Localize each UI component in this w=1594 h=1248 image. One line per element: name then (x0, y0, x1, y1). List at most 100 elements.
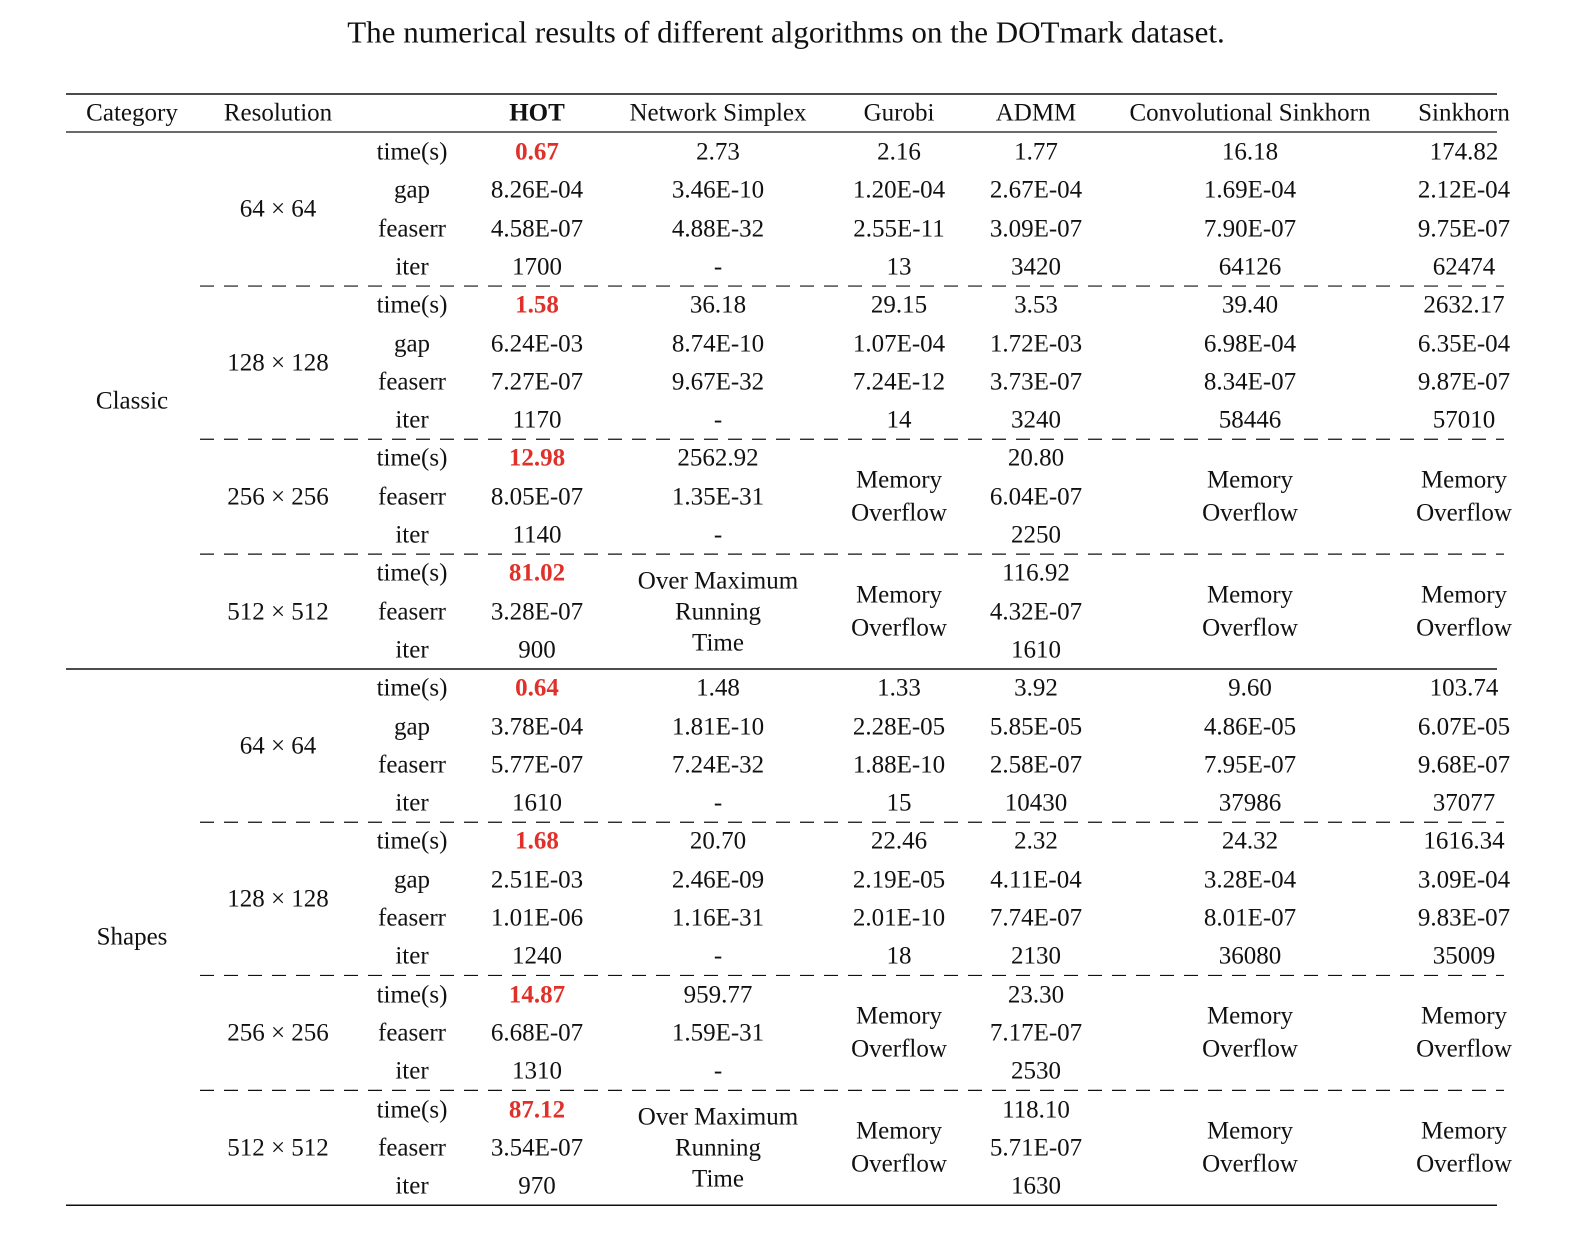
cell: 4.32E-07 (989, 598, 1083, 626)
cell: 9.87E-07 (1417, 368, 1511, 396)
column-header: Gurobi (863, 99, 935, 127)
column-header: Resolution (223, 99, 333, 127)
cell: 6.98E-04 (1203, 330, 1297, 357)
metric: feaserr (378, 215, 446, 243)
resolution: 512 × 512 (227, 598, 329, 626)
merged-cell: Time (692, 629, 744, 657)
cell: 0.67 (515, 138, 559, 166)
cell: 81.02 (508, 559, 566, 587)
cell: 1.48 (696, 674, 740, 702)
metric: gap (393, 176, 431, 204)
cell: 6.24E-03 (490, 330, 584, 357)
cell: 14 (886, 406, 912, 434)
metric: time(s) (376, 1096, 448, 1123)
cell: 5.85E-05 (989, 713, 1083, 740)
cell: 2.73 (696, 138, 740, 166)
merged-cell: Overflow (1202, 499, 1298, 527)
cell: 57010 (1432, 406, 1496, 434)
metric: iter (395, 636, 429, 664)
cell: 1.33 (877, 674, 921, 702)
cell: 970 (518, 1172, 556, 1200)
cell: - (713, 1057, 723, 1085)
merged-cell: Over Maximum (637, 1103, 799, 1131)
cell: 2.12E-04 (1417, 176, 1511, 204)
cell: 2.16 (877, 138, 921, 166)
metric: gap (393, 866, 431, 894)
cell: 58446 (1218, 406, 1282, 434)
column-header: ADMM (995, 99, 1077, 127)
metric: time(s) (376, 559, 448, 587)
cell: 37986 (1218, 789, 1282, 817)
merged-cell: Running (674, 1134, 762, 1162)
cell: 2562.92 (677, 444, 759, 472)
cell: 13 (886, 253, 912, 281)
cell: 1.72E-03 (989, 330, 1083, 357)
cell: 5.77E-07 (490, 751, 584, 779)
cell: 1.81E-10 (671, 713, 765, 740)
cell: 8.05E-07 (490, 483, 584, 511)
metric: feaserr (378, 751, 446, 779)
cell: 1.59E-31 (671, 1019, 765, 1047)
cell: 4.11E-04 (990, 866, 1082, 894)
resolution: 128 × 128 (227, 349, 329, 377)
merged-cell: Memory (1420, 1117, 1508, 1145)
cell: 1610 (1011, 636, 1061, 664)
metric: iter (395, 406, 429, 434)
metric: feaserr (378, 1134, 446, 1162)
cell: - (713, 406, 723, 434)
cell: - (713, 253, 723, 281)
merged-cell: Overflow (1202, 1150, 1298, 1178)
cell: 1.77 (1014, 138, 1058, 166)
cell: 118.10 (1002, 1096, 1070, 1123)
merged-cell: Overflow (851, 1035, 947, 1063)
cell: 36080 (1218, 942, 1282, 970)
resolution: 512 × 512 (227, 1134, 329, 1162)
cell: 22.46 (870, 827, 928, 855)
cell: 3.54E-07 (490, 1134, 584, 1162)
cell: - (713, 942, 723, 970)
resolution: 64 × 64 (239, 195, 317, 223)
merged-cell: Overflow (1202, 1035, 1298, 1063)
cell: 1240 (512, 942, 562, 970)
cell: 20.80 (1007, 444, 1065, 472)
metric: iter (395, 789, 429, 817)
cell: 20.70 (689, 827, 747, 855)
cell: 174.82 (1429, 138, 1499, 166)
cell: - (713, 789, 723, 817)
cell: 36.18 (689, 291, 747, 319)
column-header: Network Simplex (629, 99, 807, 127)
metric: gap (393, 330, 431, 357)
cell: 12.98 (508, 444, 566, 472)
cell: 7.24E-32 (671, 751, 765, 779)
merged-cell: Memory (1420, 466, 1508, 494)
cell: 6.68E-07 (490, 1019, 584, 1047)
merged-cell: Memory (855, 581, 943, 609)
merged-cell: Running (674, 598, 762, 626)
cell: 1170 (512, 406, 562, 434)
cell: 2.28E-05 (852, 713, 946, 740)
resolution: 128 × 128 (227, 885, 329, 913)
metric: iter (395, 1172, 429, 1200)
cell: 3.46E-10 (671, 176, 765, 204)
cell: 8.01E-07 (1203, 904, 1297, 932)
cell: 2.51E-03 (490, 866, 584, 894)
cell: 87.12 (508, 1096, 566, 1123)
merged-cell: Memory (1420, 581, 1508, 609)
cell: 9.60 (1228, 674, 1272, 702)
merged-cell: Overflow (851, 1150, 947, 1178)
cell: 23.30 (1007, 981, 1065, 1009)
cell: 0.64 (515, 674, 559, 702)
metric: iter (395, 942, 429, 970)
cell: 1310 (512, 1057, 562, 1085)
cell: 3.28E-07 (490, 598, 584, 626)
cell: 7.90E-07 (1203, 215, 1297, 243)
metric: time(s) (376, 138, 448, 166)
cell: 2130 (1011, 942, 1061, 970)
cell: 37077 (1432, 789, 1496, 817)
metric: feaserr (378, 904, 446, 932)
cell: 3420 (1011, 253, 1061, 281)
cell: 4.88E-32 (671, 215, 765, 243)
merged-cell: Memory (1206, 1002, 1294, 1030)
cell: 9.75E-07 (1417, 215, 1511, 243)
